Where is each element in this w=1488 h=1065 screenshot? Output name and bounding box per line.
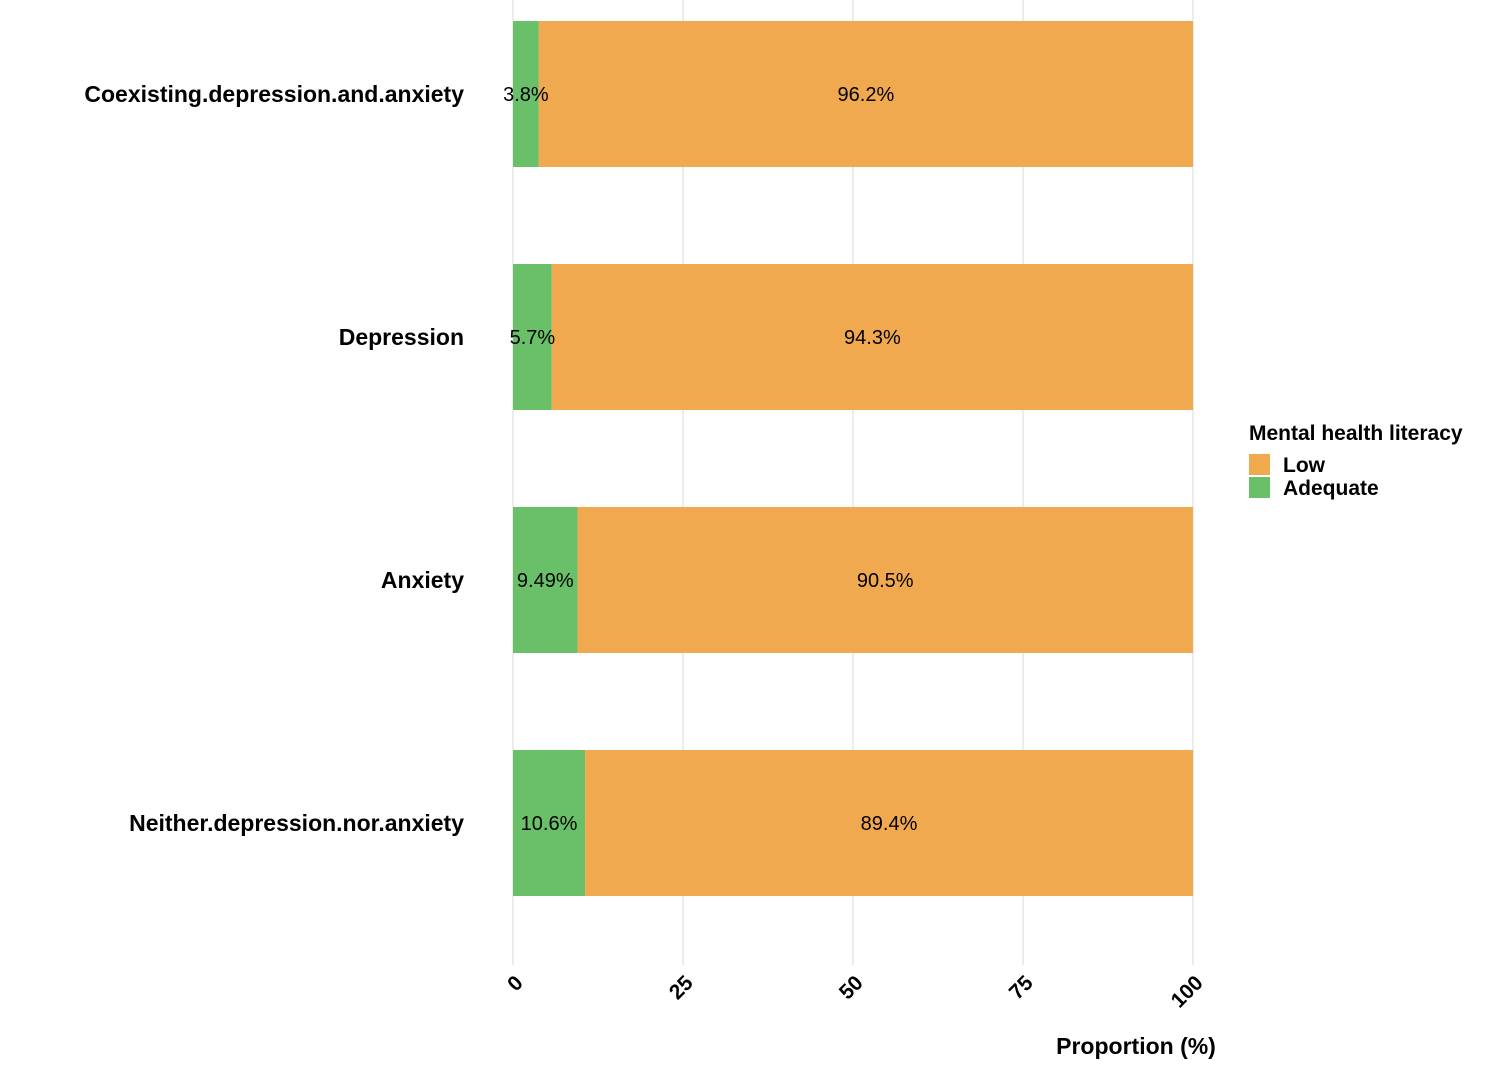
legend-label-low: Low <box>1283 454 1326 477</box>
bar-adequate-1 <box>513 264 552 410</box>
data-labels: 3.8% 96.2% 5.7% 94.3% 9.49% 90.5% 10.6% 89.4% <box>503 84 917 835</box>
bar-adequate-0 <box>513 21 539 167</box>
data-label-adequate-2: 9.49% <box>517 570 574 592</box>
category-label-2: Anxiety <box>381 567 464 593</box>
data-label-adequate-1: 5.7% <box>510 327 556 349</box>
data-label-low-3: 89.4% <box>861 813 918 835</box>
bar-adequate-3 <box>513 750 586 896</box>
x-tick-label-100: 100 <box>1167 971 1208 1012</box>
legend-swatch-low <box>1249 454 1270 475</box>
x-tick-label-75: 75 <box>1005 971 1038 1004</box>
data-label-adequate-0: 3.8% <box>503 84 549 106</box>
legend-title: Mental health literacy <box>1249 422 1463 445</box>
data-label-low-1: 94.3% <box>844 327 901 349</box>
x-tick-label-50: 50 <box>835 971 868 1004</box>
legend-label-adequate: Adequate <box>1283 477 1379 500</box>
bar-low-1 <box>551 264 1193 410</box>
category-label-1: Depression <box>339 324 464 350</box>
legend-swatch-adequate <box>1249 477 1270 498</box>
x-axis-title: Proportion (%) <box>1056 1033 1216 1059</box>
x-axis-ticks: 0 25 50 75 100 <box>503 971 1208 1012</box>
data-label-adequate-3: 10.6% <box>521 813 578 835</box>
x-tick-label-25: 25 <box>665 971 698 1004</box>
category-label-0: Coexisting.depression.and.anxiety <box>84 81 464 107</box>
category-labels: Coexisting.depression.and.anxiety Depress… <box>84 81 464 836</box>
bar-low-2 <box>577 507 1193 653</box>
bar-low-0 <box>538 21 1193 167</box>
bar-low-3 <box>585 750 1193 896</box>
bars <box>513 21 1193 896</box>
data-label-low-0: 96.2% <box>838 84 895 106</box>
bar-adequate-2 <box>513 507 578 653</box>
category-label-3: Neither.depression.nor.anxiety <box>129 810 464 836</box>
x-tick-label-0: 0 <box>503 971 528 996</box>
data-label-low-2: 90.5% <box>857 570 914 592</box>
